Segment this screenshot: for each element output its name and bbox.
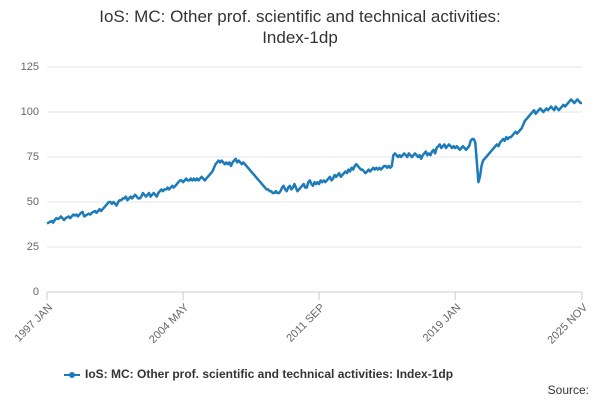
x-tick-label: 2011 SEP xyxy=(284,302,327,345)
legend-marker xyxy=(69,372,75,378)
chart-title: IoS: MC: Other prof. scientific and tech… xyxy=(99,7,501,47)
x-tick-label: 2004 MAY xyxy=(147,301,192,346)
y-tick-label: 25 xyxy=(27,241,39,253)
y-tick-label: 0 xyxy=(33,286,39,298)
y-tick-label: 50 xyxy=(27,196,39,208)
source-label: Source: xyxy=(548,383,589,397)
y-tick-label: 125 xyxy=(21,61,39,73)
x-tick-label: 1997 JAN xyxy=(13,302,56,345)
x-tick-label: 2019 JAN xyxy=(421,302,464,345)
data-line xyxy=(46,98,582,225)
y-tick-label: 100 xyxy=(21,106,39,118)
x-tick-label: 2025 NOV xyxy=(545,301,590,346)
legend-label: IoS: MC: Other prof. scientific and tech… xyxy=(85,367,453,381)
y-tick-label: 75 xyxy=(27,151,39,163)
